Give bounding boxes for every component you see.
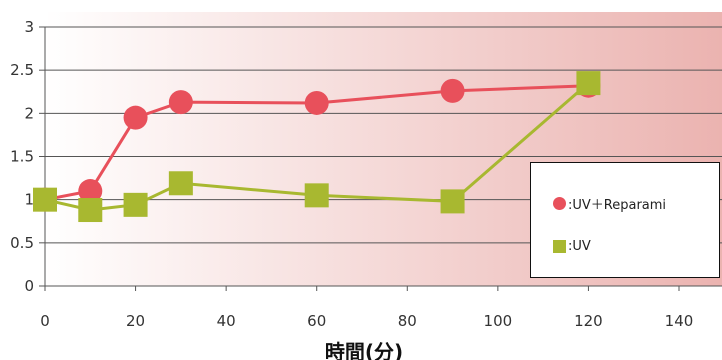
- legend-entry-uv-reparami: :UV＋Reparami: [553, 194, 666, 213]
- data-point-0: [78, 179, 103, 204]
- x-tick-label: 100: [484, 312, 513, 330]
- x-tick-label: 20: [126, 312, 145, 330]
- x-tick-label: 140: [665, 312, 694, 330]
- y-tick-label: 2: [24, 104, 34, 122]
- x-tick-label: 0: [40, 312, 50, 330]
- legend-marker-square-icon: [553, 240, 566, 253]
- legend-label: :UV＋Reparami: [568, 198, 667, 213]
- tick-labels: 0 0.5 1 1.5 2 2.5 3 0 20 40 60 80 100 120 140: [10, 18, 693, 330]
- y-tick-label: 1.5: [10, 148, 34, 166]
- data-point-0: [168, 90, 193, 115]
- data-point-1: [576, 71, 601, 96]
- y-tick-label: 3: [24, 18, 34, 36]
- data-point-1: [33, 187, 57, 212]
- legend: :UV＋Reparami :UV: [530, 162, 720, 278]
- x-tick-label: 80: [398, 312, 417, 330]
- legend-entry-uv: :UV: [553, 239, 591, 254]
- series-group: [33, 71, 601, 223]
- data-point-0: [304, 90, 329, 115]
- data-point-1: [304, 183, 329, 208]
- data-point-1: [440, 189, 465, 214]
- x-axis-title: 時間(分): [325, 340, 403, 360]
- data-point-0: [440, 78, 465, 103]
- y-tick-label: 0.5: [10, 234, 34, 252]
- data-point-1: [168, 171, 193, 196]
- y-tick-label: 0: [24, 277, 34, 295]
- legend-marker-circle-icon: [553, 197, 566, 210]
- data-point-0: [123, 105, 148, 130]
- data-point-1: [123, 192, 148, 217]
- data-point-1: [78, 198, 103, 223]
- legend-label: :UV: [568, 239, 591, 254]
- y-tick-label: 2.5: [10, 61, 34, 79]
- x-tick-label: 40: [217, 312, 236, 330]
- x-tick-label: 60: [307, 312, 326, 330]
- y-tick-label: 1: [24, 191, 34, 209]
- x-tick-label: 120: [574, 312, 603, 330]
